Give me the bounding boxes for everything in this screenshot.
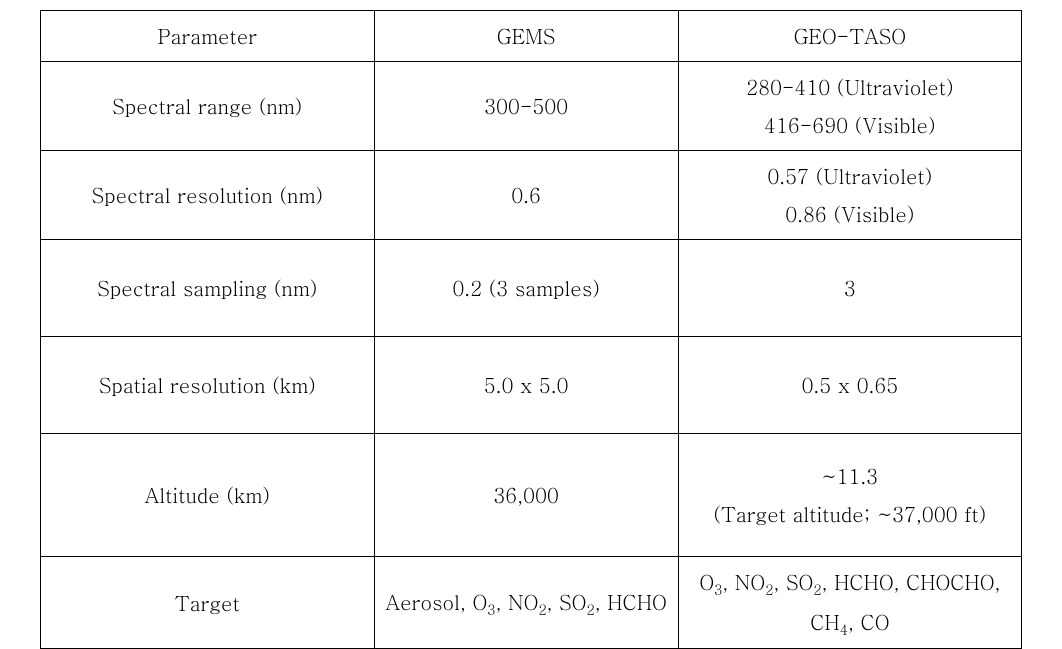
table-row: Altitude (km) 36,000 ~11.3 (Target altit…	[41, 434, 1022, 557]
table-header-row: Parameter GEMS GEO-TASO	[41, 11, 1022, 62]
table-row: Spatial resolution (km) 5.0 x 5.0 0.5 x …	[41, 337, 1022, 434]
cell-line: 280-410 (Ultraviolet)	[746, 72, 953, 101]
cell-gems: 5.0 x 5.0	[374, 337, 678, 434]
cell-geotaso: 0.5 x 0.65	[678, 337, 1021, 434]
cell-line: ~11.3	[822, 461, 879, 490]
cell-param: Spectral range (nm)	[41, 62, 375, 151]
col-header-gems: GEMS	[374, 11, 678, 62]
comparison-table: Parameter GEMS GEO-TASO Spectral range (…	[40, 10, 1022, 649]
cell-line: (Target altitude; ~37,000 ft)	[713, 499, 986, 528]
cell-gems: 36,000	[374, 434, 678, 557]
col-header-geotaso: GEO-TASO	[678, 11, 1021, 62]
cell-line: 416-690 (Visible)	[764, 110, 936, 139]
cell-geotaso: 3	[678, 240, 1021, 337]
cell-gems: 0.2 (3 samples)	[374, 240, 678, 337]
table-row: Target Aerosol, O3, NO2, SO2, HCHO O3, N…	[41, 557, 1022, 649]
table-row: Spectral range (nm) 300-500 280-410 (Ult…	[41, 62, 1022, 151]
cell-line: 0.86 (Visible)	[785, 199, 914, 228]
cell-gems: 300-500	[374, 62, 678, 151]
cell-param: Spatial resolution (km)	[41, 337, 375, 434]
cell-param: Altitude (km)	[41, 434, 375, 557]
cell-geotaso: 280-410 (Ultraviolet) 416-690 (Visible)	[678, 62, 1021, 151]
cell-param: Spectral sampling (nm)	[41, 240, 375, 337]
cell-param: Target	[41, 557, 375, 649]
cell-gems: 0.6	[374, 151, 678, 240]
table-row: Spectral sampling (nm) 0.2 (3 samples) 3	[41, 240, 1022, 337]
cell-line: 0.57 (Ultraviolet)	[767, 161, 932, 190]
cell-geotaso: ~11.3 (Target altitude; ~37,000 ft)	[678, 434, 1021, 557]
cell-geotaso: 0.57 (Ultraviolet) 0.86 (Visible)	[678, 151, 1021, 240]
table-row: Spectral resolution (nm) 0.6 0.57 (Ultra…	[41, 151, 1022, 240]
cell-gems: Aerosol, O3, NO2, SO2, HCHO	[374, 557, 678, 649]
col-header-parameter: Parameter	[41, 11, 375, 62]
cell-param: Spectral resolution (nm)	[41, 151, 375, 240]
cell-geotaso: O3, NO2, SO2, HCHO, CHOCHO, CH4, CO	[678, 557, 1021, 649]
